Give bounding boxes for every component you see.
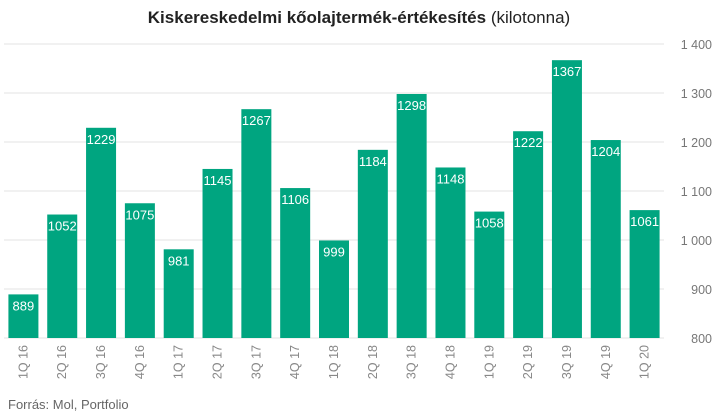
bar	[319, 240, 349, 338]
data-label: 1052	[48, 219, 77, 234]
x-tick-label: 1Q 18	[327, 345, 341, 379]
x-tick-label: 1Q 19	[482, 345, 496, 379]
data-label: 1222	[514, 135, 543, 150]
data-labels: 889 1052 1229 1075 981 1145 1267 1106 999 1184 129…	[13, 64, 659, 313]
bars	[8, 60, 660, 339]
x-tick-label: 4Q 16	[133, 345, 147, 379]
y-tick-label: 800	[691, 332, 712, 346]
data-label: 889	[13, 298, 35, 313]
chart-title-unit: (kilotonna)	[490, 8, 571, 27]
x-tick-label: 1Q 20	[638, 345, 652, 379]
chart-title: Kiskereskedelmi kőolajtermék-értékesítés…	[0, 8, 718, 28]
data-label: 1145	[204, 173, 232, 188]
chart-title-main: Kiskereskedelmi kőolajtermék-értékesítés	[147, 8, 487, 27]
bar	[47, 214, 78, 338]
x-tick-label: 2Q 18	[366, 345, 380, 379]
x-tick-label: 2Q 16	[55, 345, 69, 379]
x-tick-label: 3Q 16	[94, 345, 108, 379]
y-tick-label: 900	[691, 283, 712, 297]
y-tick-label: 1 400	[681, 38, 712, 52]
x-tick-label: 4Q 19	[599, 345, 613, 379]
bar	[551, 60, 582, 339]
bar	[124, 203, 155, 338]
bar	[474, 211, 505, 338]
bar	[513, 131, 544, 338]
x-tick-label: 1Q 17	[172, 345, 186, 379]
data-label: 1298	[397, 98, 426, 113]
data-label: 1075	[125, 207, 154, 222]
data-label: 1229	[87, 132, 116, 147]
bar	[396, 93, 427, 338]
data-label: 1061	[630, 214, 659, 229]
bar	[163, 249, 194, 338]
x-axis-ticks: 1Q 16 2Q 16 3Q 16 4Q 16 1Q 17 2Q 17 3Q 17 4Q 17…	[16, 345, 651, 379]
bar	[241, 109, 272, 338]
bar	[590, 140, 621, 338]
data-label: 981	[168, 253, 190, 268]
bar	[280, 188, 311, 338]
x-tick-label: 4Q 17	[288, 345, 302, 379]
x-tick-label: 2Q 17	[211, 345, 225, 379]
x-tick-label: 1Q 16	[16, 345, 30, 379]
x-tick-label: 3Q 19	[560, 345, 574, 379]
x-tick-label: 4Q 18	[443, 345, 457, 379]
x-tick-label: 3Q 17	[249, 345, 263, 379]
data-label: 1267	[242, 113, 271, 128]
bar	[435, 167, 466, 338]
x-tick-label: 3Q 18	[405, 345, 419, 379]
bar	[357, 149, 388, 338]
y-tick-label: 1 000	[681, 234, 712, 248]
y-tick-label: 1 200	[681, 136, 712, 150]
bar	[202, 168, 233, 338]
data-label: 1204	[591, 144, 620, 159]
bar	[8, 294, 39, 338]
x-tick-label: 2Q 19	[521, 345, 535, 379]
source-note: Forrás: Mol, Portfolio	[8, 397, 129, 412]
bar	[629, 210, 660, 338]
data-label: 999	[323, 244, 345, 259]
data-label: 1367	[552, 64, 581, 79]
data-label: 1058	[475, 216, 504, 231]
y-axis-ticks: 800 900 1 000 1 100 1 200 1 300 1 400	[681, 38, 712, 346]
bar	[86, 127, 117, 338]
y-tick-label: 1 300	[681, 87, 712, 101]
y-tick-label: 1 100	[681, 185, 712, 199]
data-label: 1184	[359, 154, 387, 169]
data-label: 1148	[436, 171, 464, 186]
data-label: 1106	[281, 192, 309, 207]
